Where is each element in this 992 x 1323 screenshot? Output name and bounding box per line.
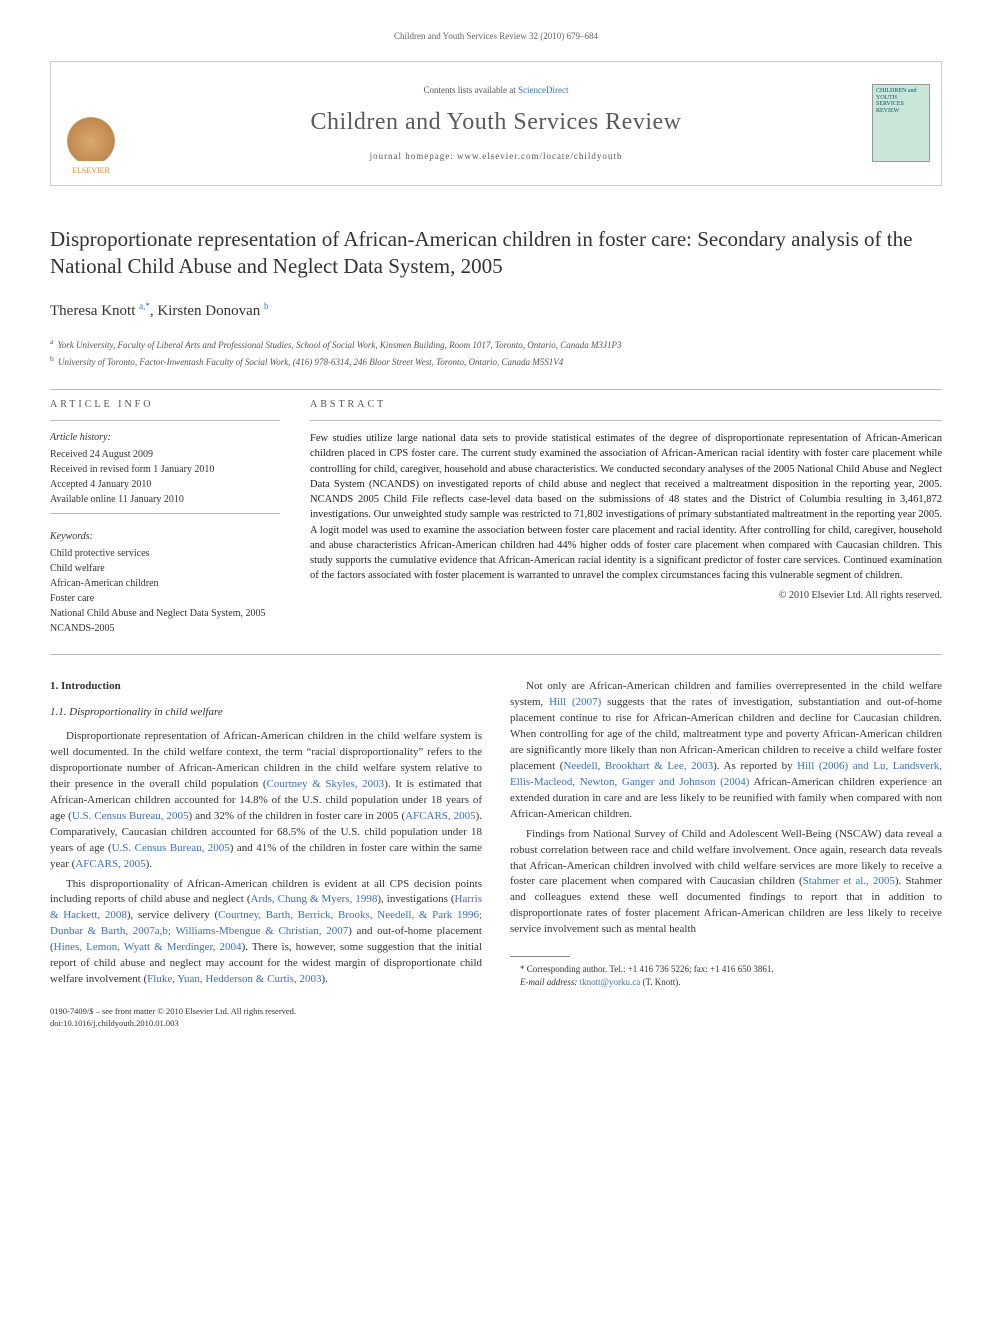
email-footnote: E-mail address: tknott@yorku.ca (T. Knot… <box>510 976 942 989</box>
body-two-column: 1. Introduction 1.1. Disproportionality … <box>50 679 942 990</box>
p1-t6: ). <box>146 858 152 870</box>
cite-hines-2004[interactable]: Hines, Lemon, Wyatt & Merdinger, 2004 <box>54 941 242 953</box>
p2-t3: ), service delivery ( <box>127 909 218 921</box>
affil-b-text: University of Toronto, Factor-Inwentash … <box>58 357 563 367</box>
rule-keywords <box>50 513 280 514</box>
keyword-1: Child protective services <box>50 546 280 561</box>
p3-t3: ). As reported by <box>713 760 797 772</box>
elsevier-tree-icon <box>66 111 116 161</box>
keyword-4: Foster care <box>50 591 280 606</box>
homepage-line: journal homepage: www.elsevier.com/locat… <box>131 150 861 163</box>
history-received: Received 24 August 2009 <box>50 447 280 462</box>
journal-cover-thumb: CHILDREN and YOUTH SERVICES REVIEW <box>872 84 930 162</box>
subsection-1-1-heading: 1.1. Disproportionality in child welfare <box>50 705 482 721</box>
cover-thumb-block: CHILDREN and YOUTH SERVICES REVIEW <box>861 62 941 185</box>
cite-courtney-skyles-2003[interactable]: Courtney & Skyles, 2003 <box>267 778 385 790</box>
cite-ards-1998[interactable]: Ards, Chung & Myers, 1998 <box>251 893 378 905</box>
cite-afcars-2005-a[interactable]: AFCARS, 2005 <box>405 810 475 822</box>
cite-stahmer-2005[interactable]: Stahmer et al., 2005 <box>803 875 895 887</box>
authors-line: Theresa Knott a,*, Kirsten Donovan b <box>50 300 942 322</box>
keyword-2: Child welfare <box>50 561 280 576</box>
fn-corr-label: * Corresponding author. <box>520 964 609 974</box>
keywords-label: Keywords: <box>50 530 280 544</box>
section-1-heading: 1. Introduction <box>50 679 482 695</box>
cite-uscensus-2005-b[interactable]: U.S. Census Bureau, 2005 <box>112 842 230 854</box>
author-1-name: Theresa Knott <box>50 303 135 319</box>
cite-fluke-2003[interactable]: Fluke, Yuan, Hedderson & Curtis, 2003 <box>147 973 321 985</box>
cite-needell-2003[interactable]: Needell, Brookhart & Lee, 2003 <box>563 760 713 772</box>
homepage-url: www.elsevier.com/locate/childyouth <box>457 151 622 161</box>
body-para-3: Not only are African-American children a… <box>510 679 942 822</box>
author-2-affil-link[interactable]: b <box>264 301 269 311</box>
keyword-6: NCANDS-2005 <box>50 621 280 636</box>
cite-uscensus-2005-a[interactable]: U.S. Census Bureau, 2005 <box>72 810 189 822</box>
publisher-logo-block: ELSEVIER <box>51 62 131 185</box>
article-info-header: ARTICLE INFO <box>50 398 280 412</box>
affil-a-sup: a <box>50 337 53 346</box>
body-para-2: This disproportionality of African-Ameri… <box>50 877 482 989</box>
body-para-4: Findings from National Survey of Child a… <box>510 827 942 939</box>
cite-hill-2007[interactable]: Hill (2007) <box>549 696 601 708</box>
journal-title-banner: Children and Youth Services Review <box>131 106 861 140</box>
fn-corr-text: Tel.: +1 416 736 5226; fax: +1 416 650 3… <box>609 964 773 974</box>
front-matter-line: 0190-7409/$ – see front matter © 2010 El… <box>50 1006 942 1018</box>
contents-pre: Contents lists available at <box>424 85 518 95</box>
history-accepted: Accepted 4 January 2010 <box>50 477 280 492</box>
rule-info <box>50 420 280 421</box>
sciencedirect-link[interactable]: ScienceDirect <box>518 85 568 95</box>
publisher-label: ELSEVIER <box>72 166 110 175</box>
article-title: Disproportionate representation of Afric… <box>50 226 942 281</box>
history-label: Article history: <box>50 431 280 445</box>
history-online: Available online 11 January 2010 <box>50 492 280 507</box>
contents-line: Contents lists available at ScienceDirec… <box>131 84 861 97</box>
body-para-1: Disproportionate representation of Afric… <box>50 729 482 872</box>
p2-t6: ). <box>322 973 328 985</box>
history-revised: Received in revised form 1 January 2010 <box>50 462 280 477</box>
abstract-copyright: © 2010 Elsevier Ltd. All rights reserved… <box>310 589 942 603</box>
cite-afcars-2005-b[interactable]: AFCARS, 2005 <box>75 858 145 870</box>
affiliation-b: b University of Toronto, Factor-Inwentas… <box>50 353 942 370</box>
rule-body-top <box>50 654 942 655</box>
running-header: Children and Youth Services Review 32 (2… <box>50 30 942 43</box>
fn-email-label: E-mail address: <box>520 977 577 987</box>
corr-email-link[interactable]: tknott@yorku.ca <box>577 977 642 987</box>
p1-t3: ) and 32% of the children in foster care… <box>188 810 405 822</box>
doi-line: doi:10.1016/j.childyouth.2010.01.003 <box>50 1018 942 1030</box>
keyword-5: National Child Abuse and Neglect Data Sy… <box>50 606 280 621</box>
abstract-col: ABSTRACT Few studies utilize large natio… <box>310 398 942 636</box>
rule-top <box>50 389 942 390</box>
p2-t2: ), investigations ( <box>377 893 454 905</box>
journal-banner: ELSEVIER Contents lists available at Sci… <box>50 61 942 186</box>
affil-b-sup: b <box>50 354 54 363</box>
elsevier-logo: ELSEVIER <box>66 111 116 176</box>
keyword-3: African-American children <box>50 576 280 591</box>
abstract-header: ABSTRACT <box>310 398 942 412</box>
affil-a-text: York University, Faculty of Liberal Arts… <box>58 340 622 350</box>
footnote-separator <box>510 956 570 957</box>
affiliations: a York University, Faculty of Liberal Ar… <box>50 336 942 369</box>
abstract-text: Few studies utilize large national data … <box>310 431 942 583</box>
article-info-col: ARTICLE INFO Article history: Received 2… <box>50 398 280 636</box>
bottom-matter: 0190-7409/$ – see front matter © 2010 El… <box>50 1006 942 1030</box>
homepage-pre: journal homepage: <box>370 151 457 161</box>
affiliation-a: a York University, Faculty of Liberal Ar… <box>50 336 942 353</box>
author-2-name: Kirsten Donovan <box>157 303 260 319</box>
rule-abstract <box>310 420 942 421</box>
corresponding-author-footnote: * Corresponding author. Tel.: +1 416 736… <box>510 963 942 976</box>
fn-email-post: (T. Knott). <box>642 977 680 987</box>
